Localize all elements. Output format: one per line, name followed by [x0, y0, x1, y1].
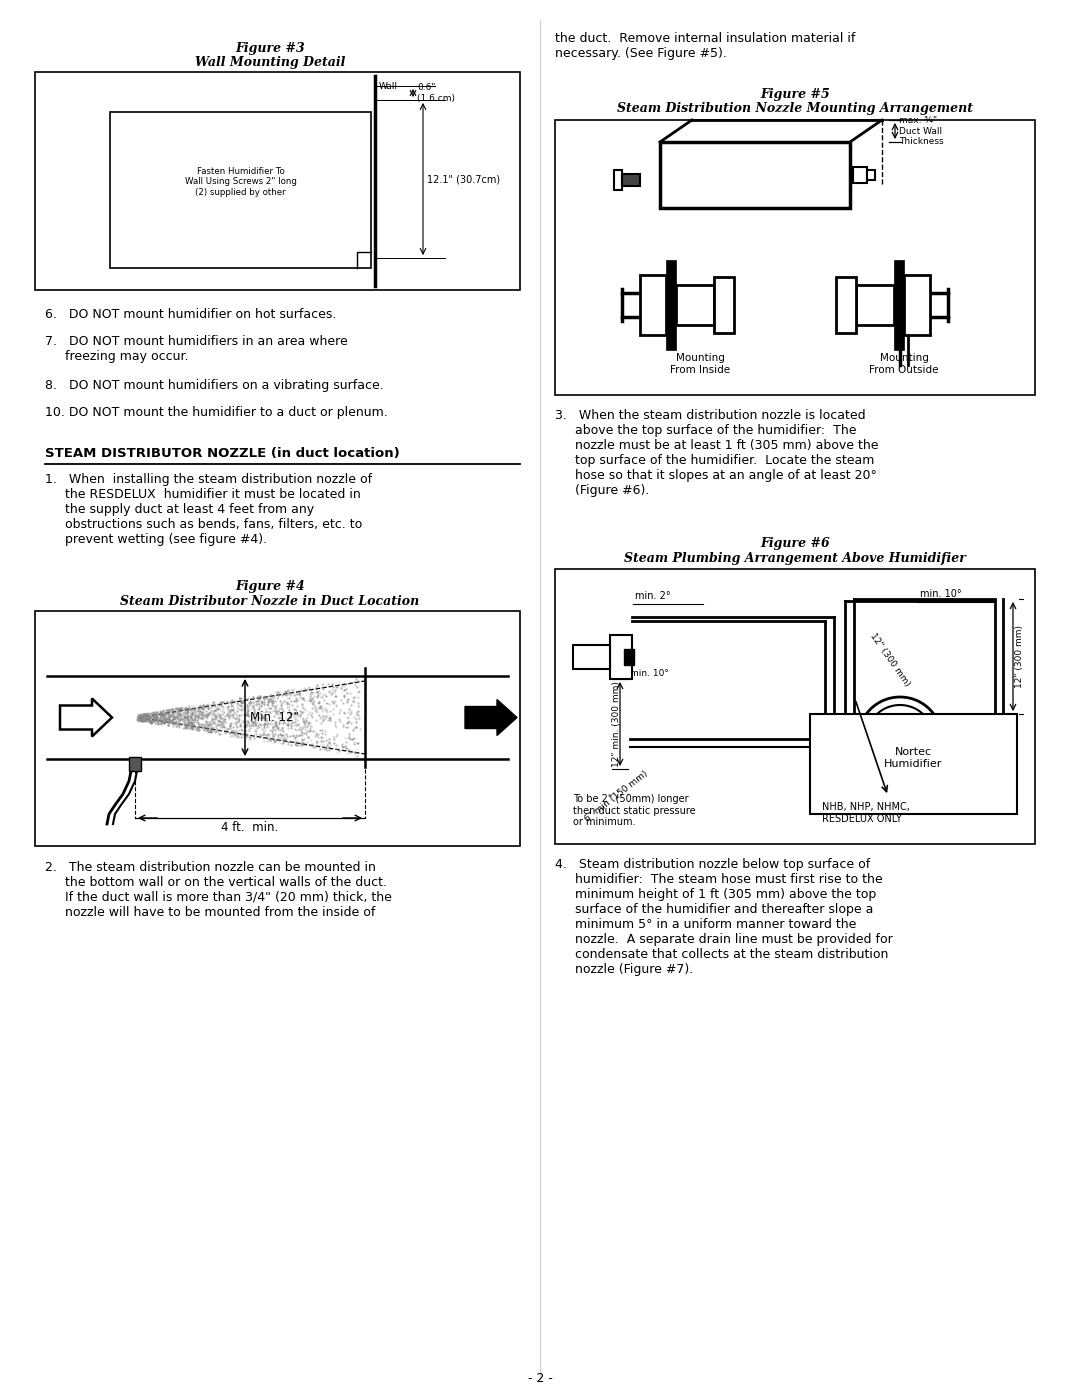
FancyArrow shape — [60, 698, 112, 736]
Bar — [810, 714, 1017, 814]
Bar — [110, 112, 372, 268]
Bar — [615, 170, 622, 190]
Text: Min. 12": Min. 12" — [249, 711, 299, 724]
Text: STEAM DISTRIBUTOR NOZZLE (in duct location): STEAM DISTRIBUTOR NOZZLE (in duct locati… — [45, 447, 400, 460]
Bar — [853, 168, 867, 183]
Text: the duct.  Remove internal insulation material if
necessary. (See Figure #5).: the duct. Remove internal insulation mat… — [555, 32, 855, 60]
Text: 1.   When  installing the steam distribution nozzle of
     the RESDELUX  humidi: 1. When installing the steam distributio… — [45, 474, 373, 546]
Bar — [573, 645, 610, 669]
Text: 12" (300 mm): 12" (300 mm) — [1015, 624, 1024, 687]
Text: 12" (300 mm): 12" (300 mm) — [868, 631, 912, 687]
Bar — [624, 650, 634, 665]
Bar — [894, 260, 904, 351]
Bar — [640, 275, 666, 335]
Bar — [129, 757, 141, 771]
Text: Figure #3: Figure #3 — [235, 42, 305, 54]
Text: To be 2" (50mm) longer
then duct static pressure
or minimum.: To be 2" (50mm) longer then duct static … — [573, 793, 696, 827]
Text: 12" min. (300 mm): 12" min. (300 mm) — [611, 682, 621, 767]
Bar — [856, 285, 894, 326]
Text: Figure #4: Figure #4 — [235, 580, 305, 592]
Text: Steam Distributor Nozzle in Duct Location: Steam Distributor Nozzle in Duct Locatio… — [120, 595, 420, 608]
Bar — [714, 277, 734, 332]
Text: max. ¾"
Duct Wall
Thickness: max. ¾" Duct Wall Thickness — [899, 116, 944, 145]
Bar — [622, 175, 640, 186]
Bar — [35, 73, 519, 291]
Bar — [836, 277, 856, 332]
Text: min. 10°: min. 10° — [920, 590, 961, 599]
Text: Wall Mounting Detail: Wall Mounting Detail — [194, 56, 346, 68]
Bar — [676, 285, 714, 326]
Text: Wall: Wall — [379, 82, 399, 91]
Text: Figure #6: Figure #6 — [760, 536, 829, 550]
Bar — [35, 610, 519, 847]
Bar — [610, 636, 632, 679]
FancyArrow shape — [465, 700, 517, 735]
Text: 3.   When the steam distribution nozzle is located
     above the top surface of: 3. When the steam distribution nozzle is… — [555, 409, 878, 497]
Text: Steam Distribution Nozzle Mounting Arrangement: Steam Distribution Nozzle Mounting Arran… — [617, 102, 973, 115]
Bar — [666, 260, 676, 351]
Text: Fasten Humidifier To
Wall Using Screws 2" long
(2) supplied by other: Fasten Humidifier To Wall Using Screws 2… — [185, 168, 296, 197]
Text: Mounting
From Outside: Mounting From Outside — [869, 353, 939, 374]
Text: 12.1" (30.7cm): 12.1" (30.7cm) — [427, 175, 500, 184]
Bar — [555, 120, 1035, 395]
Text: 0.6"
(1.6 cm): 0.6" (1.6 cm) — [417, 84, 455, 103]
Bar — [555, 569, 1035, 844]
Text: 4 ft.  min.: 4 ft. min. — [221, 821, 279, 834]
Bar — [904, 275, 930, 335]
Text: 2.   The steam distribution nozzle can be mounted in
     the bottom wall or on : 2. The steam distribution nozzle can be … — [45, 861, 392, 919]
Text: - 2 -: - 2 - — [527, 1372, 553, 1384]
Bar — [867, 170, 875, 180]
Text: Mounting
From Inside: Mounting From Inside — [670, 353, 730, 374]
Text: 6" min (150 mm): 6" min (150 mm) — [583, 768, 649, 824]
Text: 7.   DO NOT mount humidifiers in an area where
     freezing may occur.: 7. DO NOT mount humidifiers in an area w… — [45, 335, 348, 363]
Text: 10. DO NOT mount the humidifier to a duct or plenum.: 10. DO NOT mount the humidifier to a duc… — [45, 407, 388, 419]
Bar — [660, 142, 850, 208]
Text: 4.   Steam distribution nozzle below top surface of
     humidifier:  The steam : 4. Steam distribution nozzle below top s… — [555, 858, 893, 977]
Text: Nortec
Humidifier: Nortec Humidifier — [885, 747, 943, 768]
Text: 6.   DO NOT mount humidifier on hot surfaces.: 6. DO NOT mount humidifier on hot surfac… — [45, 307, 336, 321]
Text: 8.   DO NOT mount humidifiers on a vibrating surface.: 8. DO NOT mount humidifiers on a vibrati… — [45, 379, 383, 393]
Text: Steam Plumbing Arrangement Above Humidifier: Steam Plumbing Arrangement Above Humidif… — [624, 552, 966, 564]
Text: Figure #5: Figure #5 — [760, 88, 829, 101]
Text: min. 10°: min. 10° — [630, 669, 669, 678]
Text: NHB, NHP, NHMC,
RESDELUX ONLY: NHB, NHP, NHMC, RESDELUX ONLY — [822, 802, 909, 824]
Text: min. 2°: min. 2° — [635, 591, 671, 601]
